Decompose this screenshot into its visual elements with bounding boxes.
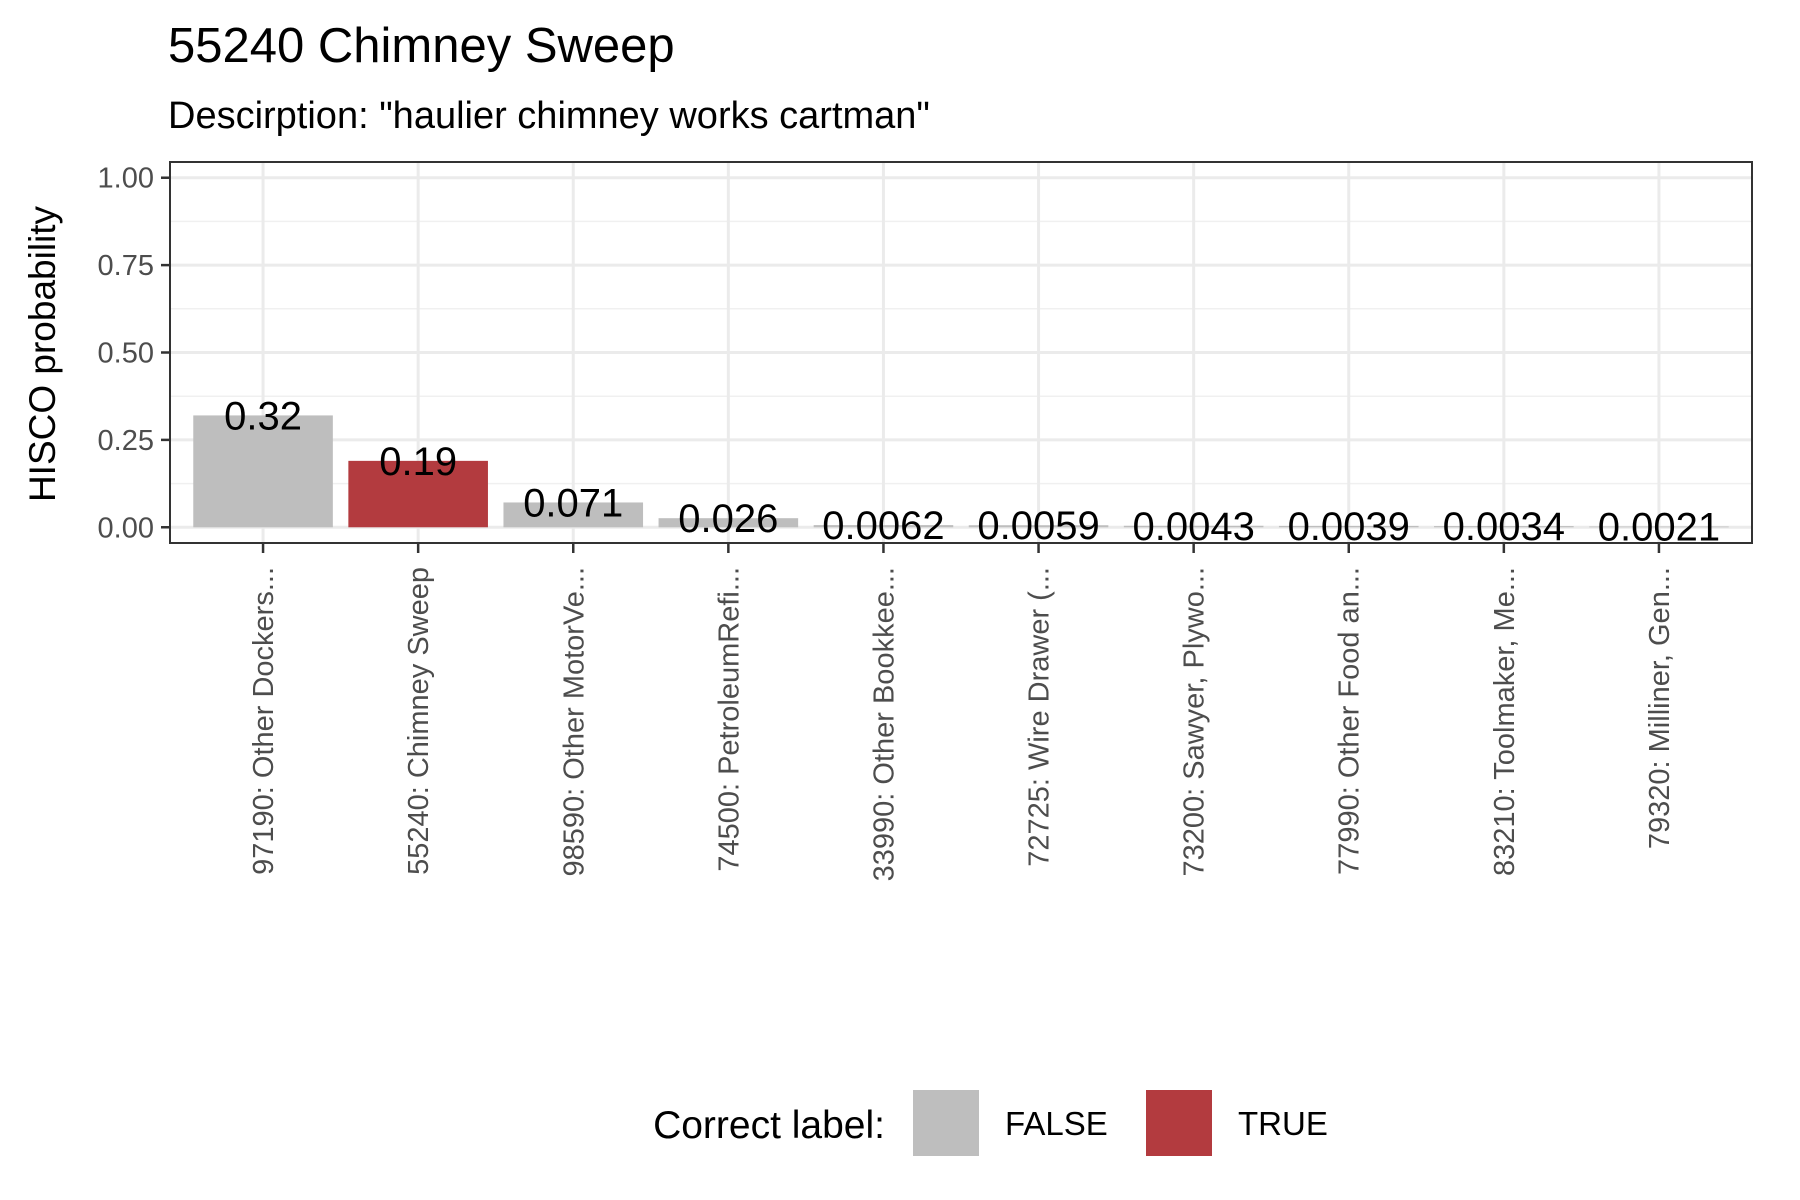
- legend: Correct label: FALSE TRUE: [653, 1090, 1328, 1156]
- x-tick-label: 33990: Other Bookkee...: [868, 567, 900, 881]
- x-tick-label: 77990: Other Food an...: [1334, 567, 1366, 875]
- chart-subtitle: Descirption: "haulier chimney works cart…: [168, 95, 930, 137]
- data-label: 0.32: [224, 394, 302, 438]
- bar: [1123, 525, 1264, 528]
- y-tick-label: 0.50: [98, 338, 154, 370]
- bars: [193, 415, 1729, 528]
- x-tick-label: 74500: PetroleumRefi...: [713, 567, 745, 872]
- axes: 0.00 0.25 0.50 0.75 1.00 97190: Other Dockers…: [98, 161, 1753, 881]
- bar: [503, 502, 644, 528]
- x-tick-label: 97190: Other Dockers...: [248, 567, 280, 875]
- y-tick-label: 0.75: [98, 250, 154, 282]
- bar: [193, 415, 333, 528]
- data-label: 0.0062: [822, 504, 944, 548]
- bar: [1434, 526, 1574, 528]
- data-label: 0.0059: [977, 504, 1099, 548]
- data-label: 0.026: [678, 497, 778, 541]
- y-axis-label: HISCO probability: [22, 205, 63, 502]
- x-tick-label: 83210: Toolmaker, Me...: [1489, 567, 1521, 876]
- data-label: 0.19: [379, 440, 457, 484]
- bar: [1589, 526, 1729, 528]
- y-tick-label: 0.25: [98, 425, 154, 457]
- legend-key-true: [1146, 1090, 1212, 1156]
- legend-label-false: FALSE: [1005, 1105, 1108, 1142]
- bar: [813, 525, 954, 528]
- bar: [968, 525, 1109, 528]
- data-label: 0.0039: [1288, 505, 1410, 549]
- legend-label-true: TRUE: [1238, 1105, 1328, 1142]
- legend-key-false: [913, 1090, 979, 1156]
- data-label: 0.0043: [1132, 505, 1254, 549]
- data-label: 0.0034: [1443, 505, 1565, 549]
- legend-title: Correct label:: [653, 1104, 885, 1147]
- y-tick-label: 0.00: [98, 512, 154, 544]
- x-tick-label: 55240: Chimney Sweep: [403, 567, 435, 875]
- x-tick-label: 73200: Sawyer, Plywo...: [1179, 567, 1211, 877]
- y-tick-label: 1.00: [98, 163, 154, 195]
- bar: [348, 460, 488, 528]
- chart-title: 55240 Chimney Sweep: [168, 19, 675, 73]
- x-tick-label: 79320: Milliner, Gen...: [1644, 567, 1676, 849]
- x-tick-label: 72725: Wire Drawer (...: [1024, 567, 1056, 867]
- x-tick-label: 98590: Other MotorVe...: [558, 567, 590, 877]
- bar: [658, 518, 799, 528]
- data-label: 0.071: [523, 481, 623, 525]
- bar: [1278, 525, 1419, 528]
